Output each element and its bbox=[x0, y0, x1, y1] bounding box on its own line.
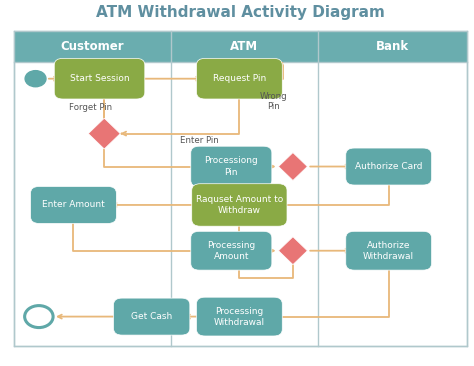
FancyBboxPatch shape bbox=[346, 148, 431, 185]
FancyBboxPatch shape bbox=[14, 31, 171, 62]
Text: Request Pin: Request Pin bbox=[213, 74, 266, 83]
Text: Raquset Amount to
Withdraw: Raquset Amount to Withdraw bbox=[196, 195, 283, 215]
Polygon shape bbox=[88, 118, 120, 149]
FancyBboxPatch shape bbox=[171, 31, 318, 62]
Text: Authorize
Withdrawal: Authorize Withdrawal bbox=[363, 241, 414, 261]
Text: Processing
Withdrawal: Processing Withdrawal bbox=[214, 307, 265, 326]
Text: Forget Pin: Forget Pin bbox=[69, 104, 112, 112]
FancyBboxPatch shape bbox=[346, 231, 431, 270]
Text: ATM Withdrawal Activity Diagram: ATM Withdrawal Activity Diagram bbox=[96, 5, 385, 20]
Text: ATM: ATM bbox=[230, 40, 258, 53]
Text: Processiong
Pin: Processiong Pin bbox=[204, 157, 258, 176]
Text: Authorize Card: Authorize Card bbox=[355, 162, 422, 171]
FancyBboxPatch shape bbox=[196, 297, 282, 336]
Text: Start Session: Start Session bbox=[70, 74, 129, 83]
Text: Customer: Customer bbox=[61, 40, 124, 53]
FancyBboxPatch shape bbox=[191, 231, 272, 270]
Text: Enter Amount: Enter Amount bbox=[42, 201, 105, 209]
Text: Get Cash: Get Cash bbox=[131, 312, 173, 321]
Text: Enter Pin: Enter Pin bbox=[180, 136, 219, 145]
FancyBboxPatch shape bbox=[54, 58, 145, 99]
Circle shape bbox=[25, 306, 53, 328]
FancyBboxPatch shape bbox=[14, 31, 467, 346]
Polygon shape bbox=[279, 153, 307, 180]
Text: Wrong
Pin: Wrong Pin bbox=[260, 92, 288, 111]
Circle shape bbox=[25, 71, 46, 87]
Text: Processing
Amount: Processing Amount bbox=[207, 241, 255, 261]
FancyBboxPatch shape bbox=[318, 31, 467, 62]
Polygon shape bbox=[279, 237, 307, 265]
FancyBboxPatch shape bbox=[196, 58, 282, 99]
FancyBboxPatch shape bbox=[191, 184, 287, 226]
FancyBboxPatch shape bbox=[191, 146, 272, 187]
Text: Bank: Bank bbox=[376, 40, 409, 53]
FancyBboxPatch shape bbox=[114, 298, 190, 335]
FancyBboxPatch shape bbox=[30, 187, 117, 223]
